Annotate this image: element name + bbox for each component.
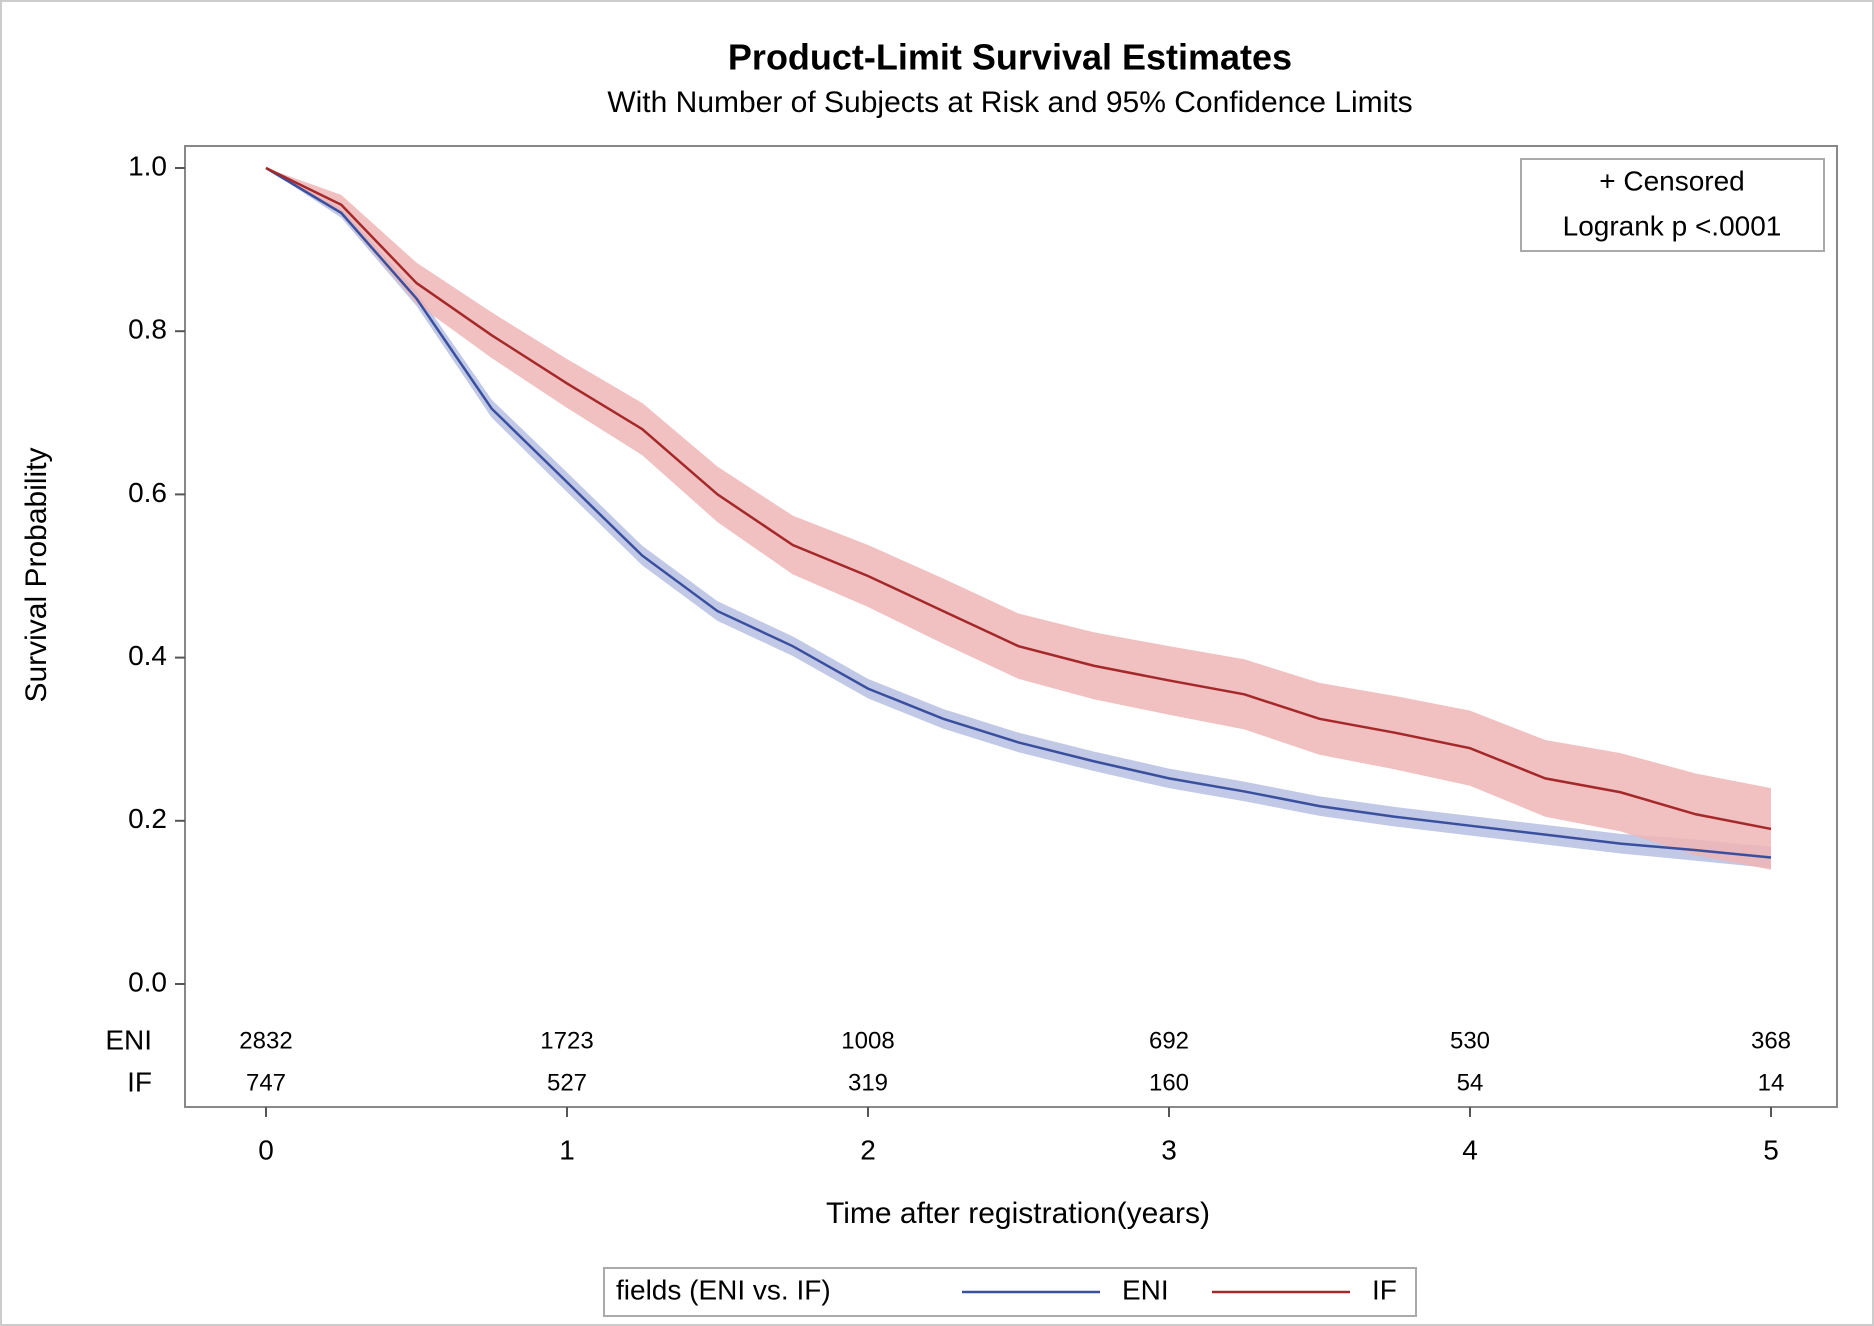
risk-count: 692 [1149, 1027, 1189, 1054]
risk-count: 319 [848, 1069, 888, 1096]
risk-count: 1723 [540, 1027, 593, 1054]
inset-legend-text: + Censored [1599, 165, 1745, 196]
y-tick-label: 0.6 [128, 477, 167, 508]
y-tick-label: 0.4 [128, 640, 167, 671]
legend-label: ENI [1122, 1274, 1169, 1305]
risk-count: 160 [1149, 1069, 1189, 1096]
confidence-band [266, 168, 1771, 870]
risk-count: 14 [1758, 1069, 1785, 1096]
risk-count: 54 [1457, 1069, 1484, 1096]
x-tick-label: 3 [1161, 1134, 1177, 1165]
x-tick-label: 5 [1763, 1134, 1779, 1165]
risk-count: 747 [246, 1069, 286, 1096]
survival-line [265, 166, 1772, 859]
x-tick-label: 2 [860, 1134, 876, 1165]
risk-count: 530 [1450, 1027, 1490, 1054]
legend-label: IF [1372, 1274, 1397, 1305]
x-tick-label: 1 [559, 1134, 575, 1165]
x-tick-label: 4 [1462, 1134, 1478, 1165]
y-tick-label: 1.0 [128, 150, 167, 181]
risk-count: 368 [1751, 1027, 1791, 1054]
y-tick-label: 0.2 [128, 803, 167, 834]
risk-row-label: IF [127, 1066, 152, 1097]
x-tick-label: 0 [258, 1134, 274, 1165]
chart-title: Product-Limit Survival Estimates [728, 37, 1292, 78]
risk-row-label: ENI [105, 1024, 152, 1055]
survival-line [265, 166, 1772, 831]
legend-title: fields (ENI vs. IF) [616, 1274, 831, 1305]
y-tick-label: 0.0 [128, 966, 167, 997]
plot-frame [184, 145, 1838, 1108]
risk-count: 527 [547, 1069, 587, 1096]
x-axis-label: Time after registration(years) [826, 1197, 1210, 1230]
inset-legend-box [1520, 158, 1825, 252]
y-tick-label: 0.8 [128, 314, 167, 345]
chart-subtitle: With Number of Subjects at Risk and 95% … [607, 86, 1412, 119]
risk-count: 1008 [841, 1027, 894, 1054]
risk-count: 2832 [239, 1027, 292, 1054]
inset-legend-text: Logrank p <.0001 [1563, 210, 1782, 241]
y-axis-label: Survival Probability [20, 447, 53, 702]
